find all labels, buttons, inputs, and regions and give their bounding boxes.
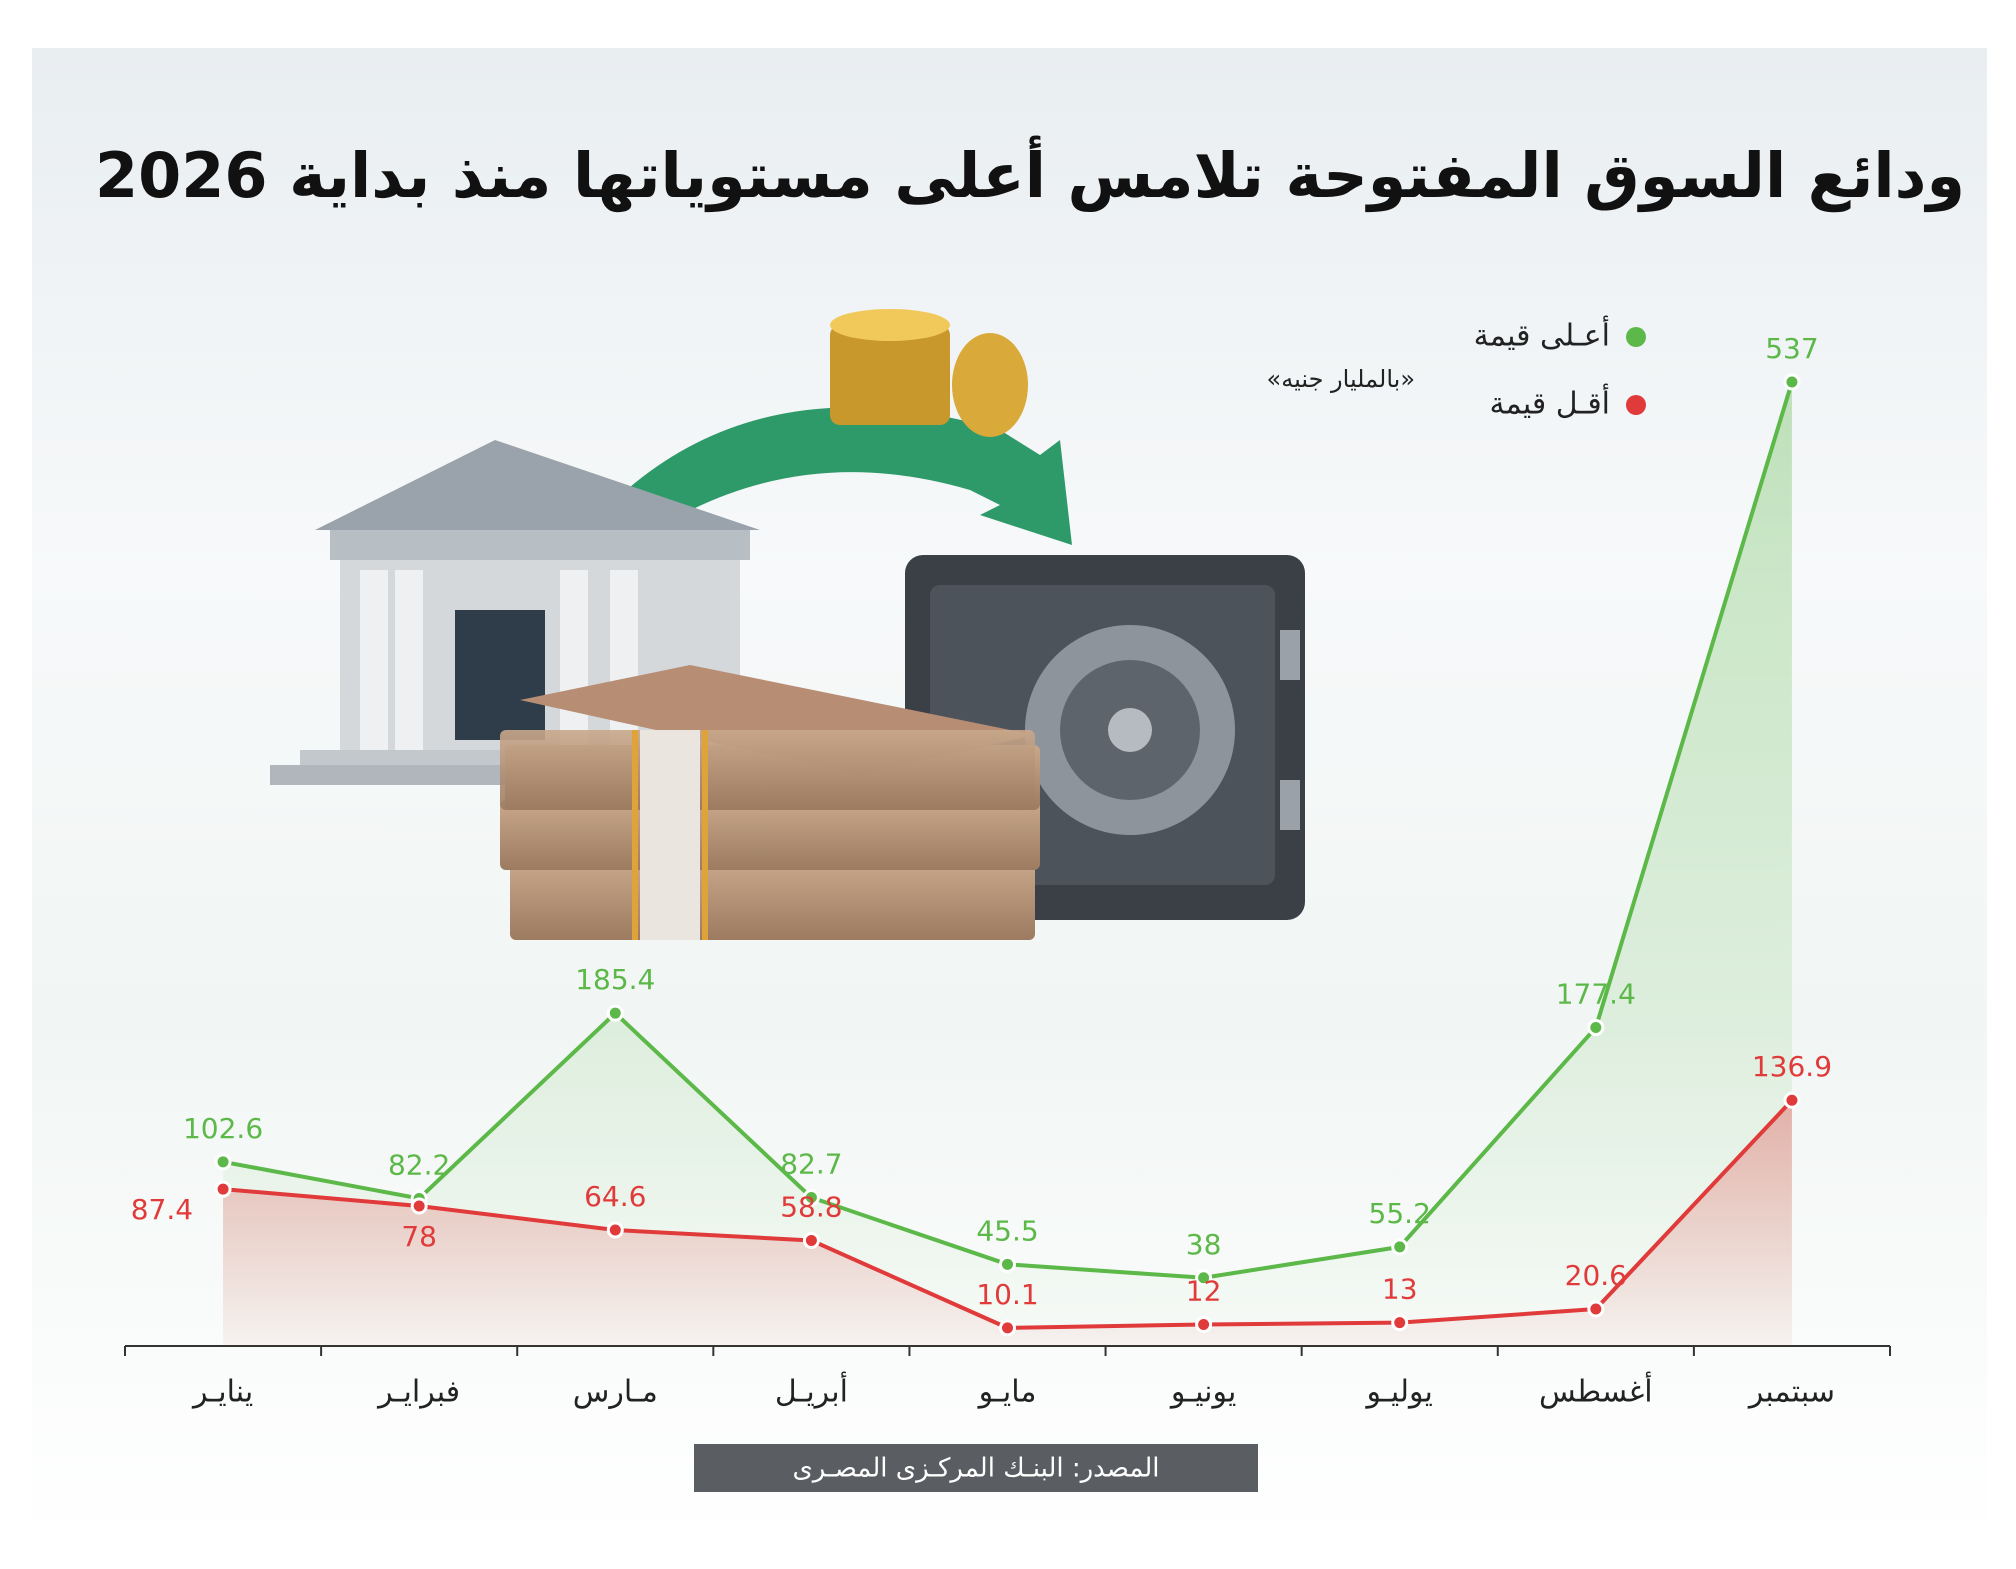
data-label: 10.1	[976, 1278, 1038, 1311]
data-label: 82.7	[780, 1148, 842, 1181]
data-label: 12	[1186, 1274, 1222, 1307]
data-label: 13	[1382, 1273, 1418, 1306]
data-point	[802, 1189, 820, 1207]
data-label: 38	[1186, 1228, 1222, 1261]
x-tick-label: مـارس	[573, 1375, 658, 1410]
x-tick-label: يوليـو	[1365, 1375, 1433, 1410]
chart-title: ودائع السوق المفتوحة تلامس أعلى مستوياته…	[95, 135, 1965, 212]
unit-note: «بالمليار جنيه»	[1267, 365, 1415, 393]
x-tick-label: أبريـل	[775, 1371, 848, 1410]
legend-marker	[1626, 327, 1646, 347]
arrow	[610, 407, 1072, 545]
legend-label: أعـلى قيمة	[1474, 315, 1610, 354]
x-tick-label: أغسطس	[1539, 1371, 1653, 1410]
data-point	[606, 1004, 624, 1022]
series-area	[223, 382, 1792, 1346]
data-label: 177.4	[1556, 978, 1636, 1011]
money-stacks	[500, 665, 1040, 940]
x-tick-label: فبرايـر	[376, 1375, 460, 1410]
data-label: 55.2	[1369, 1197, 1431, 1230]
data-point	[1587, 1300, 1605, 1318]
data-point	[606, 1221, 624, 1239]
data-point	[802, 1231, 820, 1249]
data-label: 82.2	[388, 1148, 450, 1181]
data-label: 87.4	[131, 1193, 193, 1226]
x-tick-label: ينايـر	[191, 1375, 253, 1410]
data-point	[1783, 373, 1801, 391]
data-point	[214, 1153, 232, 1171]
legend-marker	[1626, 395, 1646, 415]
series-area	[223, 1100, 1792, 1346]
data-point	[1195, 1269, 1213, 1287]
data-label: 45.5	[976, 1214, 1038, 1247]
data-point	[1195, 1315, 1213, 1333]
data-point	[1783, 1091, 1801, 1109]
data-point	[410, 1197, 428, 1215]
legend-label: أقـل قيمة	[1489, 383, 1610, 422]
source-box	[694, 1444, 1258, 1492]
data-point	[1391, 1238, 1409, 1256]
bank	[270, 440, 800, 785]
data-label: 64.6	[584, 1180, 646, 1213]
source-note: المصدر: البنـك المركـزى المصـرى	[792, 1454, 1159, 1484]
x-tick-label: سبتمبر	[1747, 1375, 1835, 1410]
coins	[830, 309, 1028, 437]
data-label: 136.9	[1752, 1050, 1832, 1083]
x-tick-label: يونيـو	[1169, 1375, 1237, 1410]
data-point	[999, 1255, 1016, 1273]
data-label: 537	[1765, 332, 1818, 365]
data-label: 20.6	[1565, 1259, 1627, 1292]
data-point	[999, 1319, 1016, 1337]
data-label: 185.4	[575, 963, 655, 996]
data-label: 102.6	[183, 1112, 263, 1145]
x-tick-label: مايـو	[977, 1375, 1037, 1410]
data-label: 58.8	[780, 1190, 842, 1223]
illustration	[270, 309, 1305, 940]
data-point	[1587, 1019, 1605, 1037]
data-point	[214, 1180, 232, 1198]
data-point	[1391, 1314, 1409, 1332]
data-label: 78	[401, 1220, 437, 1253]
